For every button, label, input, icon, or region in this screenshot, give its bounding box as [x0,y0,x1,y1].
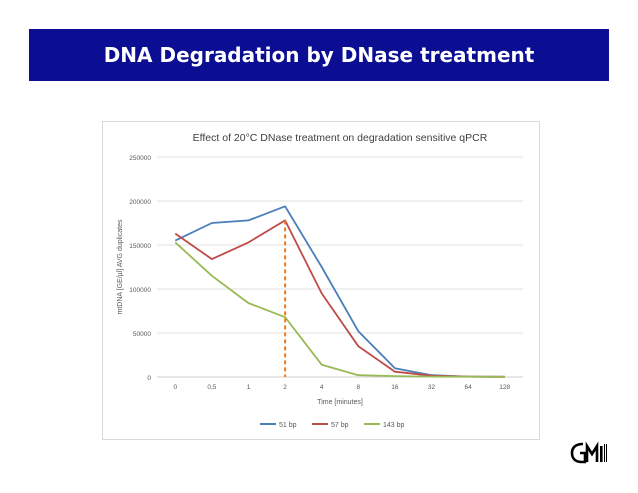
legend-label: 57 bp [331,422,349,429]
series-line-143-bp [174,241,505,378]
x-tick-label: 16 [391,384,399,391]
legend-label: 51 bp [279,422,297,429]
x-tick-label: 2 [283,384,287,391]
x-tick-label: 0 [173,384,177,391]
y-tick-label: 50000 [133,331,151,338]
line-chart: Effect of 20°C DNase treatment on degrad… [117,132,523,429]
chart-frame: Effect of 20°C DNase treatment on degrad… [102,121,540,440]
y-tick-label: 200000 [129,199,151,206]
y-tick-label: 250000 [129,155,151,162]
x-tick-label: 64 [464,384,472,391]
series-line-51-bp [174,205,505,378]
chart-title: Effect of 20°C DNase treatment on degrad… [193,132,488,144]
x-tick-label: 32 [428,384,436,391]
slide-title: DNA Degradation by DNase treatment [103,43,535,67]
gmi-logo-icon [570,441,607,464]
legend-label: 143 bp [383,422,405,429]
x-axis-title: Time [minutes] [317,399,363,406]
x-tick-label: 1 [247,384,251,391]
y-tick-label: 100000 [129,287,151,294]
x-tick-label: 4 [320,384,324,391]
y-tick-label: 0 [147,375,151,382]
x-tick-label: 128 [499,384,510,391]
y-axis-title: mtDNA [GE/µl] AVG duplicates [117,219,124,314]
x-tick-label: 8 [356,384,360,391]
y-tick-label: 150000 [129,243,151,250]
x-tick-label: 0,5 [207,384,216,391]
title-banner: DNA Degradation by DNase treatment [29,29,609,81]
